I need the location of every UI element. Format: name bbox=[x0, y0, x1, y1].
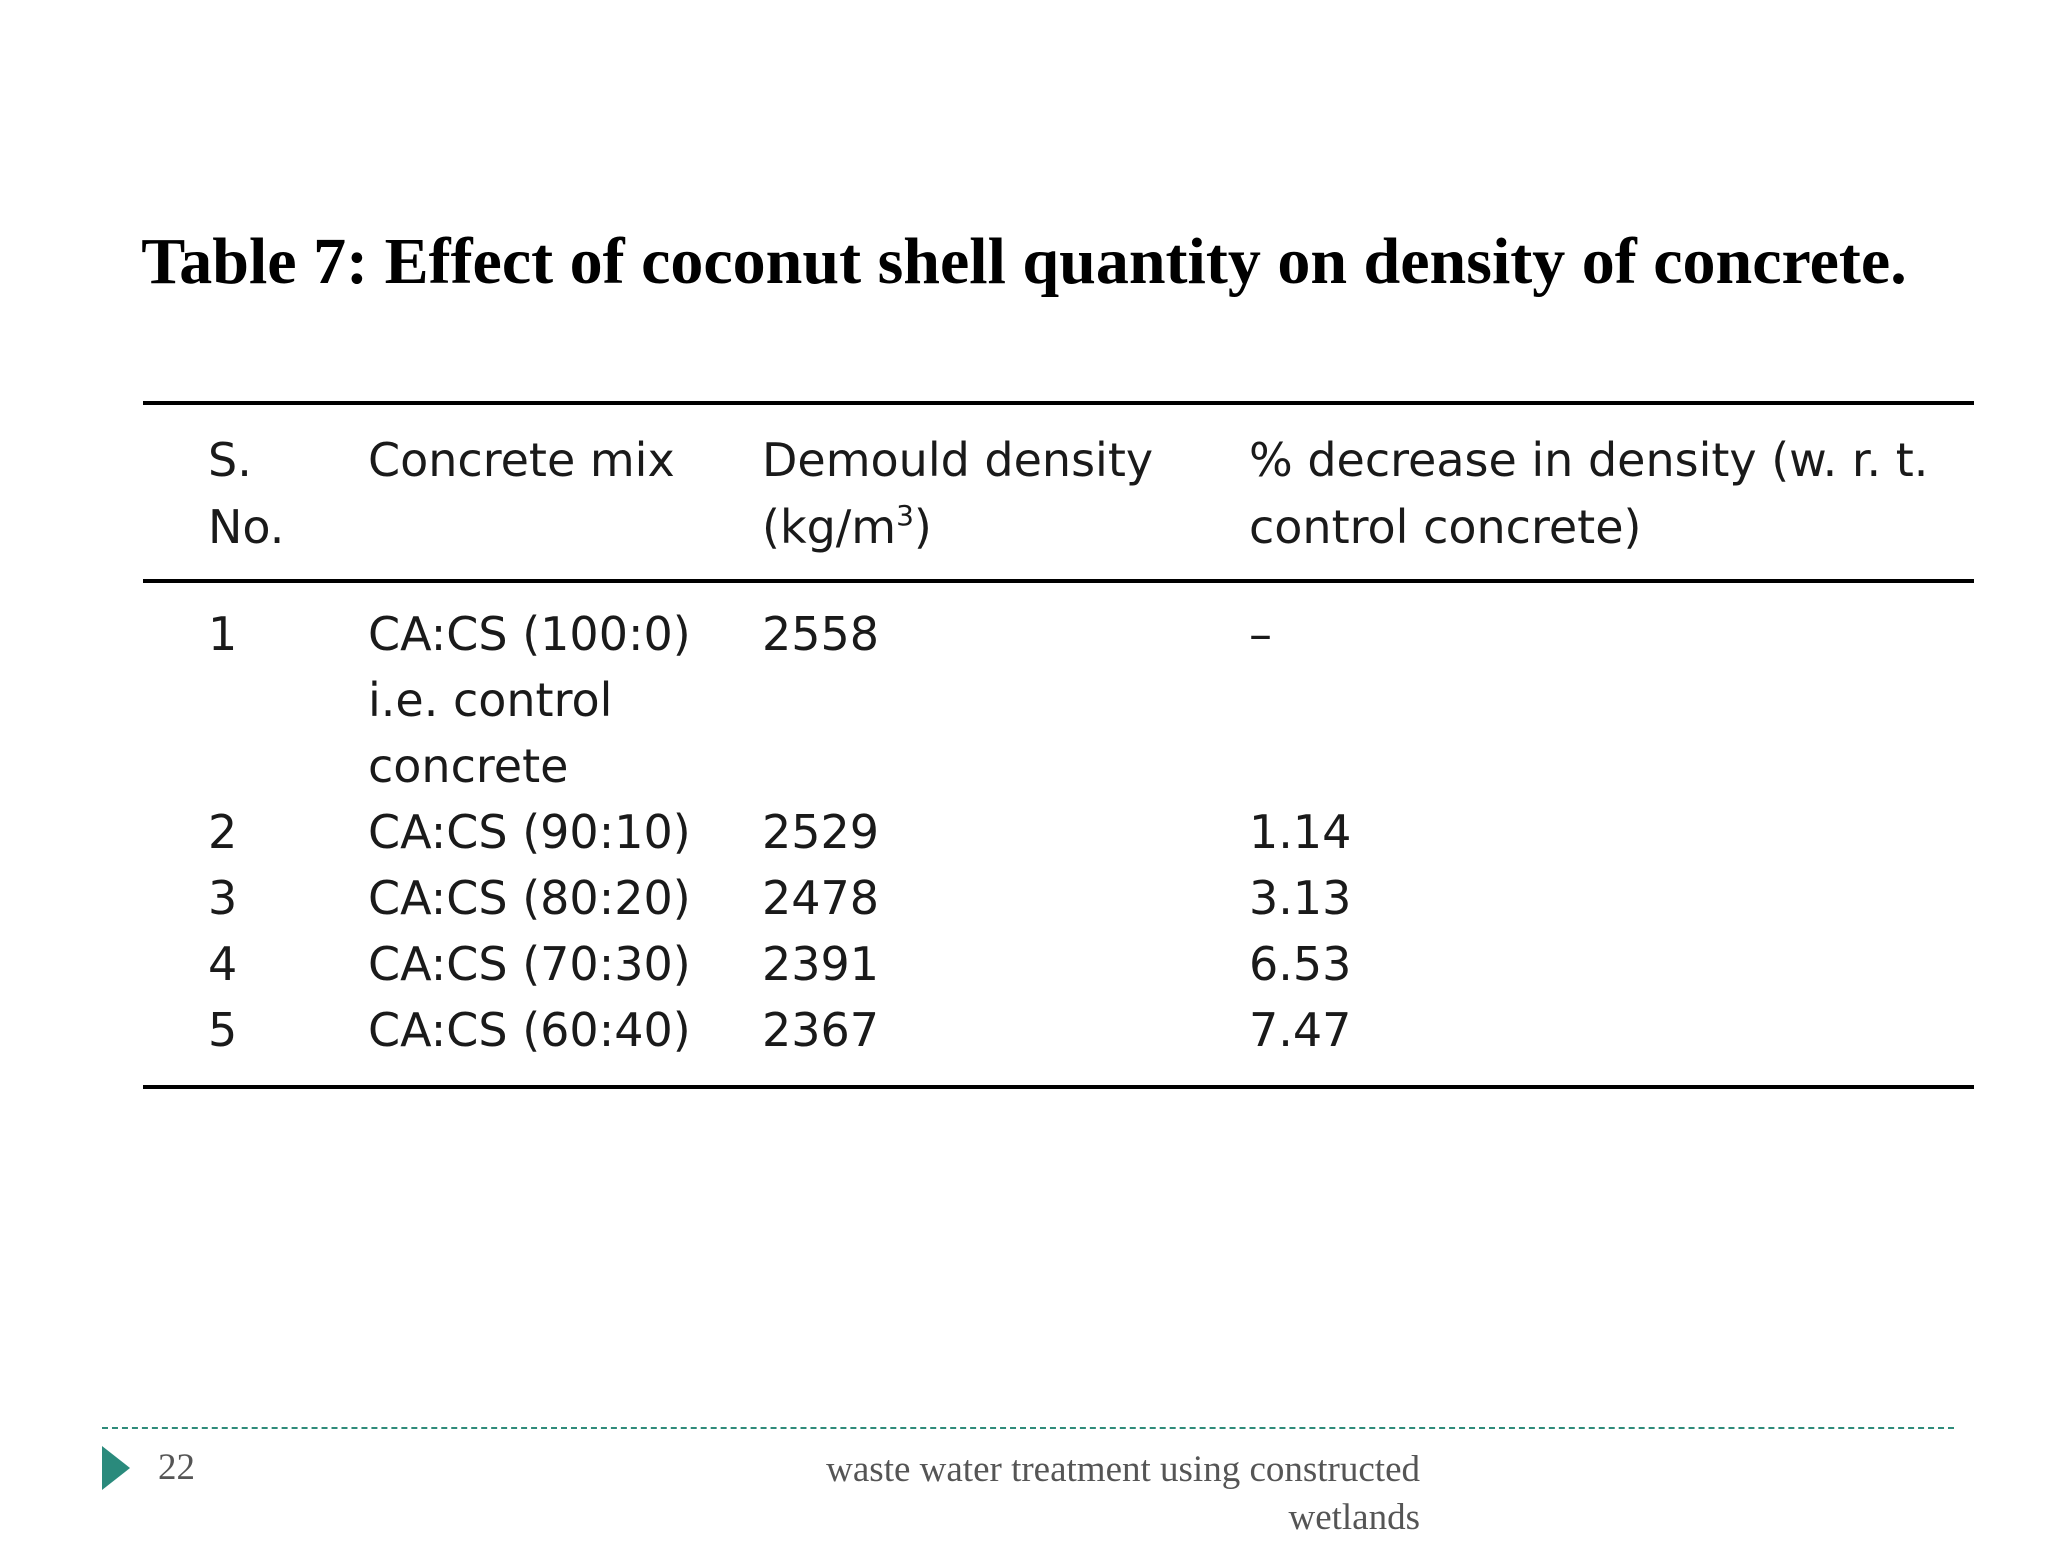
footer-caption-line1: waste water treatment using constructed bbox=[826, 1449, 1420, 1490]
cell-mix: CA:CS (80:20) bbox=[368, 871, 691, 925]
triangle-right-icon bbox=[102, 1446, 130, 1490]
table-row: 3 CA:CS (80:20) 2478 3.13 bbox=[143, 865, 1974, 931]
table-row: 5 CA:CS (60:40) 2367 7.47 bbox=[143, 997, 1974, 1087]
slide-title: Table 7: Effect of coconut shell quantit… bbox=[141, 225, 1907, 298]
cell-decrease: 6.53 bbox=[1249, 937, 1352, 991]
cell-mix-line3: concrete bbox=[368, 739, 569, 793]
header-density-unit-pre: (kg/m bbox=[762, 500, 897, 554]
density-table: S. No. Concrete mix Demould density (kg/… bbox=[143, 401, 1974, 1089]
header-density-line2: (kg/m3) bbox=[762, 494, 1249, 561]
cell-sno: 1 bbox=[208, 607, 238, 661]
header-decrease-line2: control concrete) bbox=[1249, 500, 1642, 554]
cell-mix-line1: CA:CS (100:0) bbox=[368, 607, 691, 661]
cell-density: 2367 bbox=[762, 1003, 880, 1057]
cell-decrease: 1.14 bbox=[1249, 805, 1352, 859]
cell-density: 2558 bbox=[762, 607, 880, 661]
header-demould-density: Demould density (kg/m3) bbox=[762, 403, 1249, 581]
cell-mix: CA:CS (70:30) bbox=[368, 937, 691, 991]
header-decrease-line1: % decrease in density (w. r. t. bbox=[1249, 433, 1929, 487]
cell-mix: CA:CS (60:40) bbox=[368, 1003, 691, 1057]
cell-sno: 5 bbox=[208, 1003, 238, 1057]
cell-decrease: 7.47 bbox=[1249, 1003, 1352, 1057]
header-mix-label: Concrete mix bbox=[368, 433, 675, 487]
cell-decrease: 3.13 bbox=[1249, 871, 1352, 925]
footer-caption-line2: wetlands bbox=[1288, 1497, 1420, 1538]
cell-density: 2478 bbox=[762, 871, 880, 925]
page-number: 22 bbox=[158, 1447, 195, 1488]
density-table-container: S. No. Concrete mix Demould density (kg/… bbox=[143, 401, 1974, 1089]
header-density-unit-post: ) bbox=[913, 500, 932, 554]
cell-mix: CA:CS (90:10) bbox=[368, 805, 691, 859]
header-sno: S. No. bbox=[143, 403, 368, 581]
cell-sno: 2 bbox=[208, 805, 238, 859]
cell-decrease: – bbox=[1249, 607, 1272, 661]
cell-mix-line2: i.e. control bbox=[368, 673, 613, 727]
table-header-row: S. No. Concrete mix Demould density (kg/… bbox=[143, 403, 1974, 581]
header-sno-line1: S. bbox=[208, 433, 252, 487]
cell-density: 2391 bbox=[762, 937, 880, 991]
cell-mix: CA:CS (100:0) i.e. control concrete bbox=[368, 581, 762, 799]
header-density-line1: Demould density bbox=[762, 433, 1154, 487]
header-sno-line2: No. bbox=[208, 500, 285, 554]
table-row: 2 CA:CS (90:10) 2529 1.14 bbox=[143, 799, 1974, 865]
cell-density: 2529 bbox=[762, 805, 880, 859]
cell-sno: 4 bbox=[208, 937, 238, 991]
footer-caption: waste water treatment using constructed … bbox=[700, 1446, 1420, 1542]
header-percent-decrease: % decrease in density (w. r. t. control … bbox=[1249, 403, 1974, 581]
table-row: 1 CA:CS (100:0) i.e. control concrete 25… bbox=[143, 581, 1974, 799]
table-row: 4 CA:CS (70:30) 2391 6.53 bbox=[143, 931, 1974, 997]
footer-divider bbox=[102, 1427, 1954, 1429]
cell-sno: 3 bbox=[208, 871, 238, 925]
header-concrete-mix: Concrete mix bbox=[368, 403, 762, 581]
header-density-unit-sup: 3 bbox=[896, 499, 914, 532]
